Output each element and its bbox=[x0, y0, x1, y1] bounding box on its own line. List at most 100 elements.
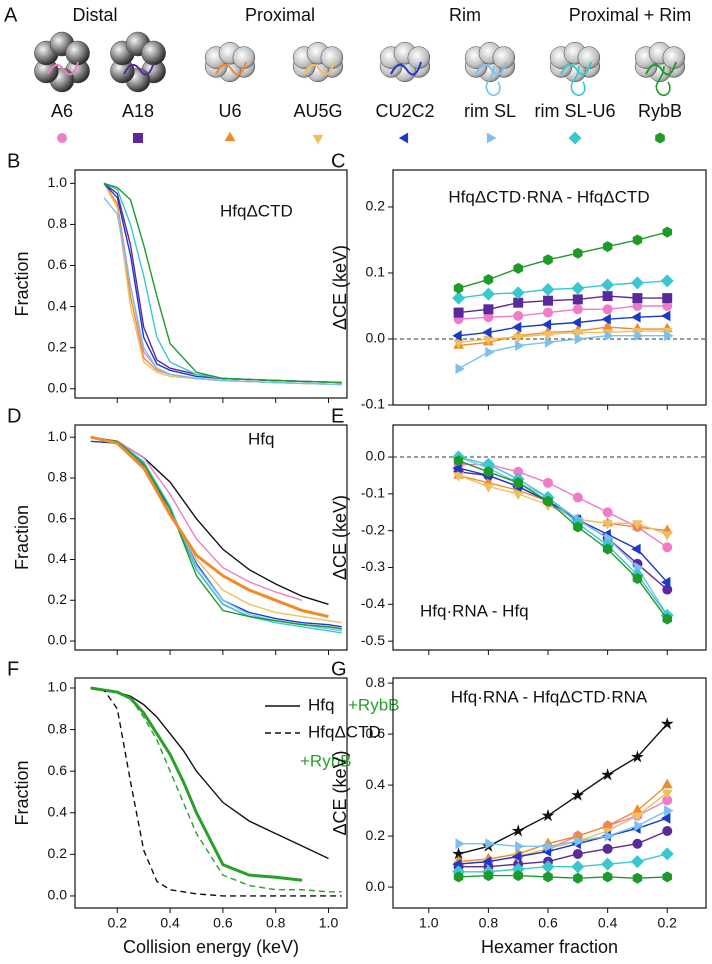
rna-loop bbox=[570, 65, 586, 97]
y-axis-label: Fraction bbox=[12, 251, 32, 316]
x-tick-label: 0.4 bbox=[160, 915, 180, 931]
data-point bbox=[483, 870, 494, 882]
data-point bbox=[573, 872, 583, 884]
data-point bbox=[482, 327, 492, 338]
legend-marker bbox=[398, 132, 409, 144]
y-tick-label: 0.8 bbox=[48, 469, 68, 485]
y-axis-label: ΔCE (keV) bbox=[330, 750, 350, 835]
legend-marker bbox=[312, 134, 324, 145]
data-point bbox=[515, 840, 525, 852]
series-line bbox=[90, 436, 342, 630]
subunit bbox=[320, 46, 344, 69]
data-point bbox=[604, 330, 614, 342]
data-point bbox=[483, 274, 494, 286]
subunit bbox=[662, 46, 686, 69]
x-tick-label: 0.2 bbox=[108, 915, 128, 931]
group-label: Distal bbox=[72, 5, 117, 25]
legend-marker bbox=[486, 132, 497, 144]
data-point bbox=[662, 871, 672, 883]
data-point bbox=[602, 320, 613, 331]
data-point bbox=[541, 808, 555, 822]
plot-frame bbox=[392, 424, 707, 651]
legend-marker bbox=[57, 133, 67, 143]
series-line bbox=[90, 436, 329, 605]
y-axis-label: Fraction bbox=[12, 760, 32, 825]
data-point bbox=[662, 300, 673, 311]
data-point bbox=[571, 788, 585, 801]
rna-strand bbox=[47, 61, 79, 76]
rna-loop bbox=[485, 65, 501, 97]
y-tick-label: 0.0 bbox=[48, 379, 68, 395]
data-point bbox=[662, 795, 673, 806]
x-axis-label: Hexamer fraction bbox=[481, 937, 618, 957]
y-axis-label: Fraction bbox=[12, 505, 32, 570]
data-point bbox=[511, 824, 525, 837]
data-point bbox=[483, 335, 494, 346]
data-point bbox=[631, 311, 641, 323]
series-line bbox=[458, 456, 668, 616]
y-tick-label: 0.4 bbox=[48, 803, 68, 819]
data-point bbox=[661, 531, 673, 541]
subunit bbox=[65, 40, 90, 66]
series-line bbox=[90, 435, 329, 619]
data-point bbox=[634, 820, 644, 832]
y-tick-label: -0.2 bbox=[361, 521, 385, 537]
y-tick-label: -0.4 bbox=[361, 595, 385, 611]
legend-label: Hfq bbox=[308, 695, 334, 714]
hexamer-icon bbox=[634, 41, 686, 97]
data-point bbox=[453, 307, 464, 318]
hexamer-icon bbox=[110, 31, 166, 93]
group-label: Rim bbox=[449, 5, 481, 25]
y-tick-label: 0.2 bbox=[366, 827, 386, 843]
panel-annotation: HfqΔCTD·RNA - HfqΔCTD bbox=[448, 187, 649, 206]
subunit bbox=[492, 46, 516, 69]
data-point bbox=[455, 363, 465, 375]
rna-label: rim SL-U6 bbox=[534, 101, 615, 121]
data-point bbox=[572, 492, 583, 503]
series-line bbox=[458, 874, 668, 879]
subunit bbox=[407, 46, 431, 69]
panel-letter: G bbox=[331, 658, 347, 680]
series-line bbox=[458, 330, 668, 343]
data-point bbox=[601, 313, 611, 325]
rna-label: AU5G bbox=[293, 101, 342, 121]
data-point bbox=[513, 262, 523, 274]
y-tick-label: 0.8 bbox=[366, 674, 386, 690]
data-point bbox=[513, 477, 523, 489]
series-line bbox=[90, 687, 342, 893]
data-point bbox=[485, 838, 495, 850]
series-line bbox=[90, 687, 329, 860]
data-point bbox=[662, 584, 673, 595]
y-tick-label: 0.6 bbox=[48, 256, 68, 272]
data-point bbox=[513, 310, 524, 321]
panel-letter: B bbox=[7, 150, 20, 172]
series-line bbox=[458, 817, 668, 865]
legend-marker bbox=[568, 131, 582, 145]
y-tick-label: 0.2 bbox=[48, 338, 68, 354]
y-tick-label: 0.2 bbox=[48, 845, 68, 861]
data-point bbox=[453, 472, 464, 482]
rna-strand bbox=[123, 61, 155, 76]
y-tick-label: 0.8 bbox=[48, 720, 68, 736]
legend-marker bbox=[224, 131, 236, 142]
data-point bbox=[453, 339, 464, 349]
panel-letter: E bbox=[331, 405, 344, 427]
rna-label: RybB bbox=[638, 101, 682, 121]
data-point bbox=[601, 857, 615, 871]
data-point bbox=[572, 329, 584, 339]
hexamer-icon bbox=[549, 41, 601, 97]
data-point bbox=[661, 576, 671, 588]
rna-strand bbox=[475, 61, 507, 76]
data-point bbox=[632, 872, 643, 884]
x-tick-label: 0.6 bbox=[213, 915, 233, 931]
x-tick-label: 0.2 bbox=[658, 915, 678, 931]
data-point bbox=[632, 804, 643, 814]
data-point bbox=[512, 333, 524, 344]
data-point bbox=[573, 521, 583, 533]
series-line bbox=[458, 231, 668, 289]
data-point bbox=[602, 304, 613, 315]
data-point bbox=[634, 330, 644, 342]
data-point bbox=[630, 855, 644, 869]
data-point bbox=[483, 483, 494, 493]
data-point bbox=[543, 254, 553, 266]
